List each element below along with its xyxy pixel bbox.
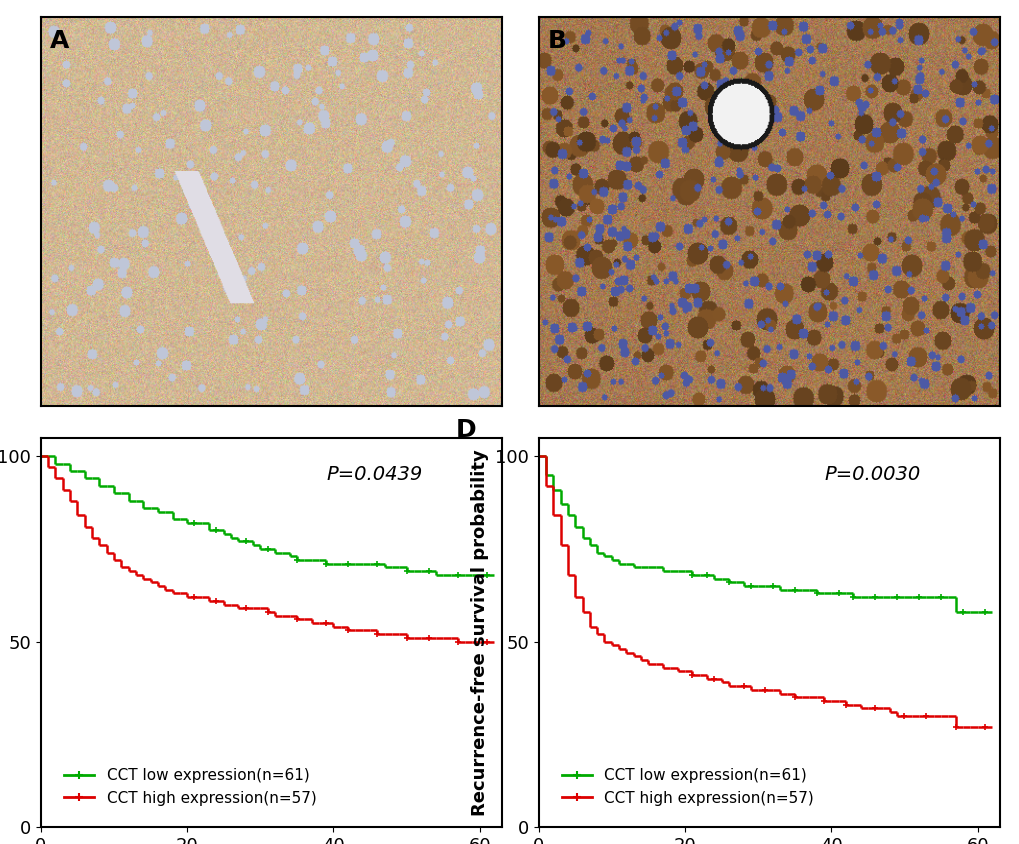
Text: P=0.0030: P=0.0030 xyxy=(823,465,920,484)
Legend: CCT low expression(n=61), CCT high expression(n=57): CCT low expression(n=61), CCT high expre… xyxy=(555,762,819,812)
Legend: CCT low expression(n=61), CCT high expression(n=57): CCT low expression(n=61), CCT high expre… xyxy=(58,762,322,812)
Text: P=0.0439: P=0.0439 xyxy=(326,465,423,484)
Y-axis label: Recurrence-free survival probability: Recurrence-free survival probability xyxy=(471,449,489,815)
Text: D: D xyxy=(455,418,476,442)
Text: A: A xyxy=(50,29,69,52)
Text: B: B xyxy=(547,29,567,52)
